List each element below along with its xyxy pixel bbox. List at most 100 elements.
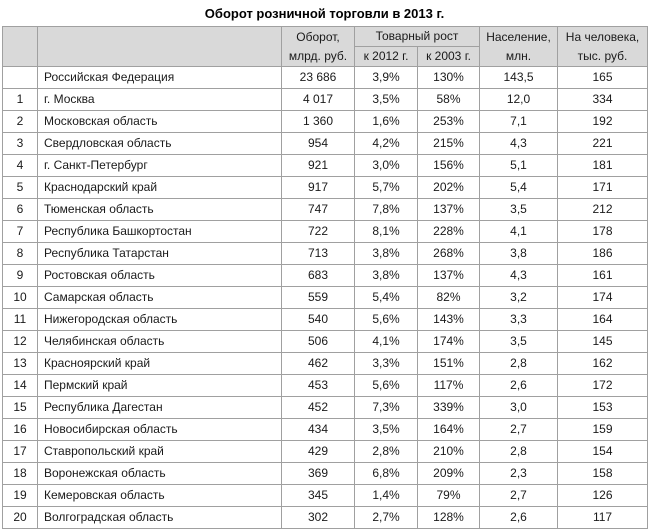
header-row-sub: к 2012 г. к 2003 г. <box>3 46 648 67</box>
rank-cell: 8 <box>2 242 38 265</box>
per-capita-cell: 164 <box>557 308 649 331</box>
growth-2012-cell: 3,5% <box>354 88 418 111</box>
growth-2003-cell: 143% <box>416 308 481 331</box>
per-capita-cell: 158 <box>557 462 649 485</box>
header-population-line2: млн. <box>505 48 532 63</box>
turnover-cell: 302 <box>281 506 355 529</box>
header-region <box>37 26 282 67</box>
header-growth-2012: к 2012 г. <box>354 46 418 67</box>
turnover-cell: 506 <box>281 330 355 353</box>
table-row: 13 Красноярский край 462 3,3% 151% 2,8 162 <box>2 352 649 375</box>
header-per-capita: На человека, тыс. руб. <box>557 26 649 67</box>
header-growth-group: Товарный рост <box>353 26 481 47</box>
growth-2003-cell: 215% <box>416 132 481 155</box>
header-per-capita-line1: На человека, <box>565 29 640 44</box>
population-cell: 7,1 <box>479 110 559 133</box>
growth-2012-cell: 4,1% <box>354 330 418 353</box>
region-cell: Ростовская область <box>37 264 282 287</box>
header-row-top: Оборот, млрд. руб. Товарный рост Населен… <box>2 26 649 67</box>
growth-2012-cell: 4,2% <box>354 132 418 155</box>
growth-2003-cell: 202% <box>416 176 481 199</box>
per-capita-cell: 186 <box>557 242 649 265</box>
turnover-cell: 540 <box>281 308 355 331</box>
region-cell: Челябинская область <box>37 330 282 353</box>
table-row: 8 Республика Татарстан 713 3,8% 268% 3,8 186 <box>2 242 649 265</box>
per-capita-cell: 192 <box>557 110 649 133</box>
growth-2003-cell: 151% <box>416 352 481 375</box>
header-population: Население, млн. <box>479 26 559 67</box>
turnover-cell: 559 <box>281 286 355 309</box>
growth-2012-cell: 1,4% <box>354 484 418 507</box>
region-cell: Пермский край <box>37 374 282 397</box>
population-cell: 3,8 <box>479 242 559 265</box>
table-row: 9 Ростовская область 683 3,8% 137% 4,3 161 <box>2 264 649 287</box>
turnover-cell: 345 <box>281 484 355 507</box>
per-capita-cell: 161 <box>557 264 649 287</box>
region-cell: Российская Федерация <box>37 66 282 89</box>
population-cell: 2,6 <box>479 506 559 529</box>
table-row: 3 Свердловская область 954 4,2% 215% 4,3 221 <box>2 132 649 155</box>
per-capita-cell: 159 <box>557 418 649 441</box>
growth-2003-cell: 228% <box>416 220 481 243</box>
population-cell: 3,5 <box>479 330 559 353</box>
rank-cell: 3 <box>2 132 38 155</box>
header-per-capita-line2: тыс. руб. <box>577 48 628 63</box>
retail-turnover-table: Оборот, млрд. руб. Товарный рост Населен… <box>2 26 649 529</box>
population-cell: 2,8 <box>479 440 559 463</box>
growth-2012-cell: 6,8% <box>354 462 418 485</box>
growth-2003-cell: 137% <box>416 264 481 287</box>
table-header: Оборот, млрд. руб. Товарный рост Населен… <box>2 26 649 67</box>
region-cell: г. Санкт-Петербург <box>37 154 282 177</box>
growth-2003-cell: 210% <box>416 440 481 463</box>
region-cell: Республика Дагестан <box>37 396 282 419</box>
turnover-cell: 713 <box>281 242 355 265</box>
rank-cell: 2 <box>2 110 38 133</box>
growth-2012-cell: 3,9% <box>354 66 418 89</box>
turnover-cell: 722 <box>281 220 355 243</box>
per-capita-cell: 212 <box>557 198 649 221</box>
population-cell: 4,3 <box>479 132 559 155</box>
rank-cell: 9 <box>2 264 38 287</box>
header-turnover-line1: Оборот, <box>296 29 340 44</box>
rank-cell: 20 <box>2 506 38 529</box>
per-capita-cell: 174 <box>557 286 649 309</box>
growth-2012-cell: 3,0% <box>354 154 418 177</box>
turnover-cell: 917 <box>281 176 355 199</box>
growth-2012-cell: 8,1% <box>354 220 418 243</box>
turnover-cell: 434 <box>281 418 355 441</box>
turnover-cell: 1 360 <box>281 110 355 133</box>
growth-2003-cell: 117% <box>416 374 481 397</box>
per-capita-cell: 171 <box>557 176 649 199</box>
population-cell: 2,3 <box>479 462 559 485</box>
rank-cell: 4 <box>2 154 38 177</box>
growth-2012-cell: 3,8% <box>354 264 418 287</box>
population-cell: 5,4 <box>479 176 559 199</box>
population-cell: 4,3 <box>479 264 559 287</box>
region-cell: Республика Башкортостан <box>37 220 282 243</box>
turnover-cell: 747 <box>281 198 355 221</box>
rank-cell: 19 <box>2 484 38 507</box>
table-row: 16 Новосибирская область 434 3,5% 164% 2,7 159 <box>2 418 649 441</box>
header-growth-2003: к 2003 г. <box>416 46 481 67</box>
turnover-cell: 23 686 <box>281 66 355 89</box>
region-cell: Самарская область <box>37 286 282 309</box>
table-row: 17 Ставропольский край 429 2,8% 210% 2,8 154 <box>2 440 649 463</box>
growth-2003-cell: 79% <box>416 484 481 507</box>
population-cell: 3,0 <box>479 396 559 419</box>
turnover-cell: 452 <box>281 396 355 419</box>
per-capita-cell: 117 <box>557 506 649 529</box>
table-row: 10 Самарская область 559 5,4% 82% 3,2 174 <box>2 286 649 309</box>
per-capita-cell: 221 <box>557 132 649 155</box>
growth-2003-cell: 137% <box>416 198 481 221</box>
table-row: 5 Краснодарский край 917 5,7% 202% 5,4 171 <box>2 176 649 199</box>
rank-cell: 5 <box>2 176 38 199</box>
growth-2012-cell: 5,6% <box>354 308 418 331</box>
rank-cell: 16 <box>2 418 38 441</box>
region-cell: Воронежская область <box>37 462 282 485</box>
growth-2012-cell: 3,5% <box>354 418 418 441</box>
per-capita-cell: 153 <box>557 396 649 419</box>
population-cell: 4,1 <box>479 220 559 243</box>
population-cell: 2,8 <box>479 352 559 375</box>
growth-2012-cell: 7,3% <box>354 396 418 419</box>
